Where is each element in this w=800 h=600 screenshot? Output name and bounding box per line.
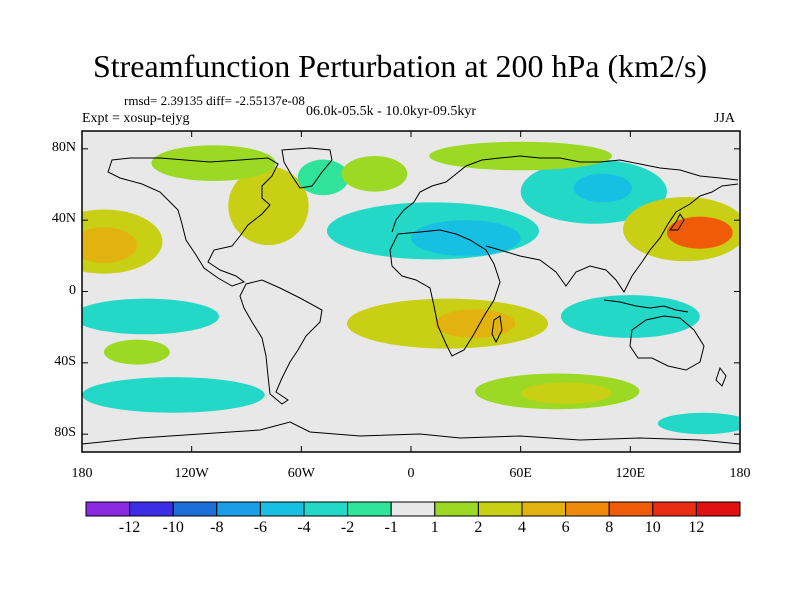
colorbar-label: -12 (118, 519, 141, 536)
colorbar-box (216, 501, 261, 517)
coastlines (82, 147, 740, 445)
coast-indonesia (603, 299, 689, 313)
chart-title: Streamfunction Perturbation at 200 hPa (… (92, 48, 708, 84)
coast-madagascar (491, 315, 503, 344)
coast-antarctica (82, 421, 740, 445)
coast-africa (389, 229, 501, 357)
lon-label: 180 (729, 466, 751, 481)
anomaly-south-pacific-high (103, 339, 170, 365)
lon-label: 0 (407, 466, 415, 481)
anomaly-east-pacific-north-high-core (82, 227, 137, 263)
lon-label: 60E (509, 466, 532, 481)
colorbar-box (259, 501, 305, 517)
coast-australia (629, 315, 705, 371)
colorbar-box (521, 501, 567, 517)
colorbar-label: 2 (474, 519, 483, 536)
colorbar-box (172, 501, 218, 517)
lon-label: 120E (615, 466, 646, 481)
anomaly-arctic-high-west (151, 145, 276, 181)
anomaly-antarctic-low (657, 412, 740, 435)
colorbar-box (477, 501, 523, 517)
colorbar (85, 501, 741, 517)
lat-label: 80N (51, 139, 76, 155)
colorbar-box (129, 501, 174, 517)
colorbar-box (85, 501, 131, 517)
colorbar-box (695, 501, 741, 517)
coast-south-america (239, 279, 323, 405)
coast-greenland (281, 147, 333, 189)
lon-label: 120W (174, 466, 209, 481)
anomaly-indian-ocean-low (560, 295, 700, 338)
lon-label: 60W (287, 466, 315, 481)
colorbar-label: 4 (518, 519, 526, 536)
colorbar-label: -6 (253, 519, 268, 536)
anomaly-southern-ocean-low-west (82, 377, 265, 413)
colorbar-box (347, 501, 392, 517)
longitude-ticks (81, 131, 741, 452)
coast-asia-south (485, 183, 739, 293)
colorbar-box (608, 501, 654, 517)
colorbar-label: 6 (561, 519, 570, 536)
anomaly-north-america-high (228, 166, 309, 246)
period-label: 06.0k-05.5k - 10.0kyr-09.5kyr (306, 104, 477, 119)
anomaly-atlantic-low (297, 159, 349, 196)
coast-japan (669, 213, 685, 231)
anomaly-southern-ocean-high-core (520, 382, 613, 404)
season-label: JJA (714, 111, 736, 126)
coast-europe (391, 155, 739, 233)
colorbar-label: -10 (162, 519, 184, 536)
colorbar-label: 10 (644, 519, 661, 536)
anomaly-east-pacific-south-low (82, 298, 220, 335)
rmsd-diff-text: rmsd= 2.39135 diff= -2.55137e-08 (124, 93, 305, 108)
colorbar-label: -4 (297, 519, 311, 536)
colorbar-label: -1 (384, 519, 398, 536)
anomaly-north-atlantic-high (341, 155, 408, 192)
colorbar-label: -8 (210, 519, 224, 536)
colorbar-label: -2 (340, 519, 355, 536)
colorbar-box (390, 501, 436, 517)
colorbar-label: 1 (430, 519, 439, 536)
coast-north-america (107, 157, 279, 287)
colorbar-label: 8 (605, 519, 614, 536)
colorbar-box (565, 501, 610, 517)
experiment-label: Expt = xosup-tejyg (82, 111, 190, 126)
lon-label: 180 (71, 466, 93, 481)
anomaly-field (82, 131, 740, 452)
colorbar-box (434, 501, 479, 517)
lat-label: 40S (54, 353, 76, 369)
anomaly-west-pacific-high-core (666, 216, 733, 249)
coast-new-zealand (715, 366, 727, 387)
colorbar-box (303, 501, 349, 517)
latitude-ticks (82, 148, 740, 435)
lat-label: 40N (51, 211, 76, 227)
colorbar-box (652, 501, 697, 517)
anomaly-south-atlantic-high-core (434, 309, 516, 338)
colorbar-label: 12 (688, 519, 705, 536)
anomaly-siberia-low-core (573, 173, 633, 203)
lat-label: 0 (69, 282, 76, 298)
lat-label: 80S (54, 425, 76, 441)
